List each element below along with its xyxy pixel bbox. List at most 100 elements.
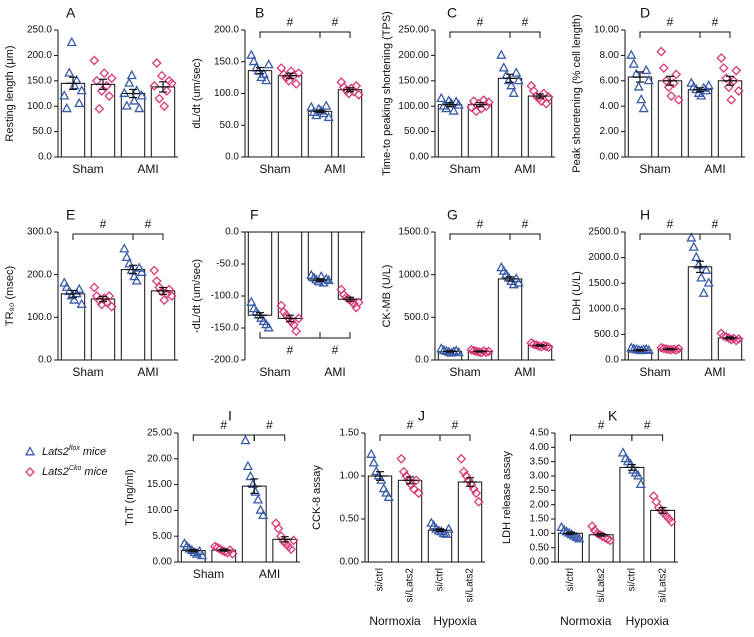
bar [247,231,273,316]
data-point [353,297,364,308]
significance-mark: # [712,217,719,231]
data-point [212,542,223,553]
data-point [468,483,479,494]
y-tick-label: 1500.0 [398,227,429,238]
data-point [633,81,644,91]
data-point [448,105,459,115]
data-point [159,101,170,112]
data-point [641,64,652,75]
data-point [635,478,646,489]
significance-mark: # [452,418,459,432]
bar [241,485,267,563]
significance-bracket [509,31,541,38]
data-point [536,96,547,107]
y-tick-label: 200.0 [27,50,52,61]
data-point [531,340,542,350]
data-point [136,90,147,100]
y-tick-label: 4.00 [530,442,550,453]
bar [497,77,523,158]
y-tick-label: 0.00 [530,557,550,568]
data-point [106,301,117,312]
data-point [396,453,407,464]
bar [277,231,303,319]
data-point [731,65,742,76]
y-tick-label: 3.50 [530,456,550,467]
panel-label: D [640,5,650,21]
data-point [129,95,140,105]
data-point [154,93,165,104]
data-point [66,36,77,47]
y-tick-label: 3.00 [530,471,550,482]
significance-bracket [569,434,633,441]
significance-bracket [699,233,731,240]
y-tick-label: 6.00 [600,75,620,86]
group-label: Sham [72,365,103,379]
group-label: Sham [259,365,290,379]
panel-label: A [66,5,76,21]
y-tick-label: 1.50 [530,514,550,525]
data-point [99,68,110,79]
significance-bracket [449,31,511,38]
bar [150,290,176,361]
significance-mark: # [287,343,294,357]
data-point [701,264,712,274]
data-point [373,470,384,480]
bar-label: si/ctrl [375,568,386,591]
data-point [638,102,649,113]
data-point [321,273,332,283]
data-point [441,102,452,113]
legend-rest: mice [80,446,106,458]
y-tick-label: -50.0 [216,259,239,270]
significance-bracket [639,31,701,38]
data-point [508,87,519,97]
data-point [104,291,115,301]
group-label: AMI [514,162,535,176]
y-tick-label: 0.0 [605,355,619,366]
data-point [248,55,259,66]
significance-mark: # [477,15,484,29]
data-point [398,466,409,477]
data-point [458,466,469,477]
data-point [119,87,130,97]
y-axis-title: Peak shoretening (% cell length) [571,14,583,172]
data-point [59,277,70,287]
group-label: Sham [193,567,224,581]
data-point [291,79,302,89]
data-point [466,479,477,490]
significance-mark: # [522,217,529,231]
data-point [286,544,296,555]
significance-mark: # [266,418,273,432]
data-point [703,80,714,90]
data-point [641,343,652,353]
data-point [24,446,36,456]
bar-label: si/ctrl [435,568,446,591]
bar [467,104,493,158]
data-point [311,109,322,120]
data-point [691,251,702,262]
data-point [673,94,684,105]
group-label: Hypoxia [433,614,477,628]
bar-label: si/Lats2 [596,568,607,603]
group-label: Hypoxia [626,614,670,628]
data-point [636,93,647,104]
data-point [438,344,449,355]
data-point [136,266,147,276]
bar [120,93,146,158]
data-point [656,46,667,57]
y-tick-label: 250.00 [398,25,429,36]
y-tick-label: 250.0 [27,25,52,36]
data-point [159,295,170,306]
legend-entry: Lats2flox mice [42,445,106,458]
data-point [121,251,132,262]
y-tick-label: 150.0 [27,75,52,86]
data-point [196,549,208,560]
bar [337,89,363,158]
y-tick-label: -200.0 [211,355,240,366]
data-point [263,322,274,332]
y-tick-label: 0.00 [410,152,430,163]
data-point [89,282,100,293]
data-point [666,91,677,101]
significance-mark: # [477,217,484,231]
significance-bracket [319,332,351,339]
data-point [366,448,377,458]
